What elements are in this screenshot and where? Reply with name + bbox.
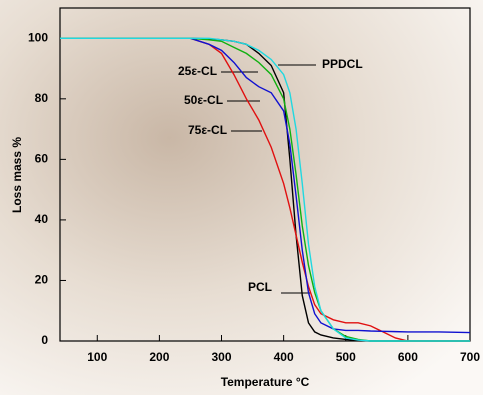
x-tick-label: 500 — [336, 350, 356, 364]
plot-frame — [59, 7, 471, 342]
x-tick-label: 600 — [398, 350, 418, 364]
y-tick-label: 40 — [35, 212, 49, 226]
y-axis-label: Loss mass % — [10, 137, 24, 213]
x-tick-label: 400 — [274, 350, 294, 364]
y-tick-label: 20 — [35, 273, 49, 287]
annotation: 25ε-CL — [178, 64, 217, 78]
annotation: PCL — [248, 280, 272, 294]
annotations — [221, 64, 316, 294]
y-tick-label: 0 — [41, 333, 48, 347]
x-tick-label: 200 — [149, 350, 169, 364]
x-tick-label: 700 — [460, 350, 480, 364]
annotation: 50ε-CL — [184, 93, 223, 107]
annotation: 75ε-CL — [188, 123, 227, 137]
y-tick-label: 80 — [35, 91, 49, 105]
data-line — [60, 37, 470, 342]
x-tick-label: 300 — [211, 350, 231, 364]
data-line — [60, 37, 471, 334]
y-tick-label: 100 — [28, 30, 48, 44]
x-axis-label: Temperature °C — [221, 375, 310, 389]
x-tick-label: 100 — [87, 350, 107, 364]
y-tick-label: 60 — [35, 152, 49, 166]
annotation: PPDCL — [322, 57, 363, 71]
